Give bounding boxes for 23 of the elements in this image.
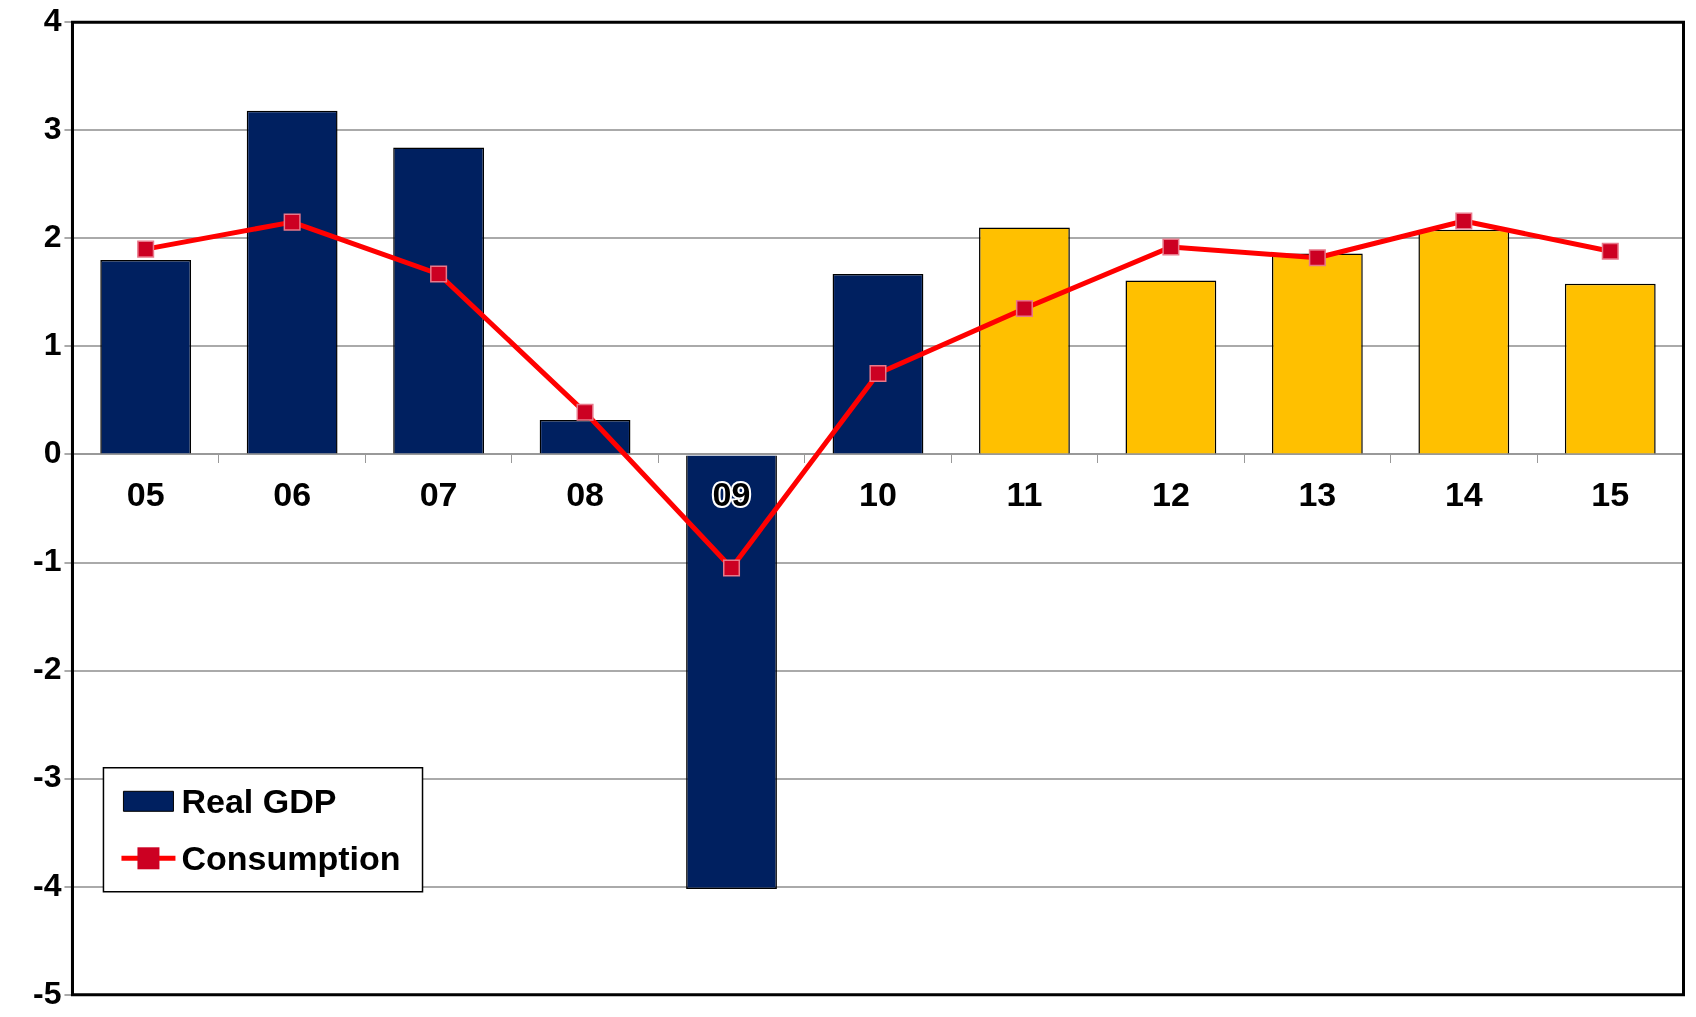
legend-label: Real GDP [181,781,337,820]
x-tick-label: 08 [566,475,604,514]
x-tick-label: 07 [419,475,458,514]
x-tick-label: 12 [1151,475,1190,514]
x-tick-label: 14 [1444,475,1483,514]
x-tick-label: 13 [1298,475,1337,514]
y-tick-label: 1 [43,326,62,363]
x-tick-label: 10 [859,475,897,514]
y-tick-label: -3 [33,758,62,795]
x-tick-label: 11 [1006,475,1043,514]
y-tick-label: -4 [33,866,62,903]
y-tick-label: 3 [43,110,62,147]
y-tick-label: -2 [33,650,62,687]
y-tick-label: -1 [33,542,62,579]
x-tick-label: 05 [126,475,165,514]
y-tick-label: 4 [43,2,62,39]
legend-label: Consumption [181,838,401,877]
y-tick-label: -5 [33,974,62,1011]
y-tick-label: 2 [43,218,62,255]
y-tick-label: 0 [43,434,62,471]
x-tick-label: 15 [1591,475,1630,514]
x-tick-label: 06 [273,475,312,514]
x-tick-label: 09 [712,475,751,514]
